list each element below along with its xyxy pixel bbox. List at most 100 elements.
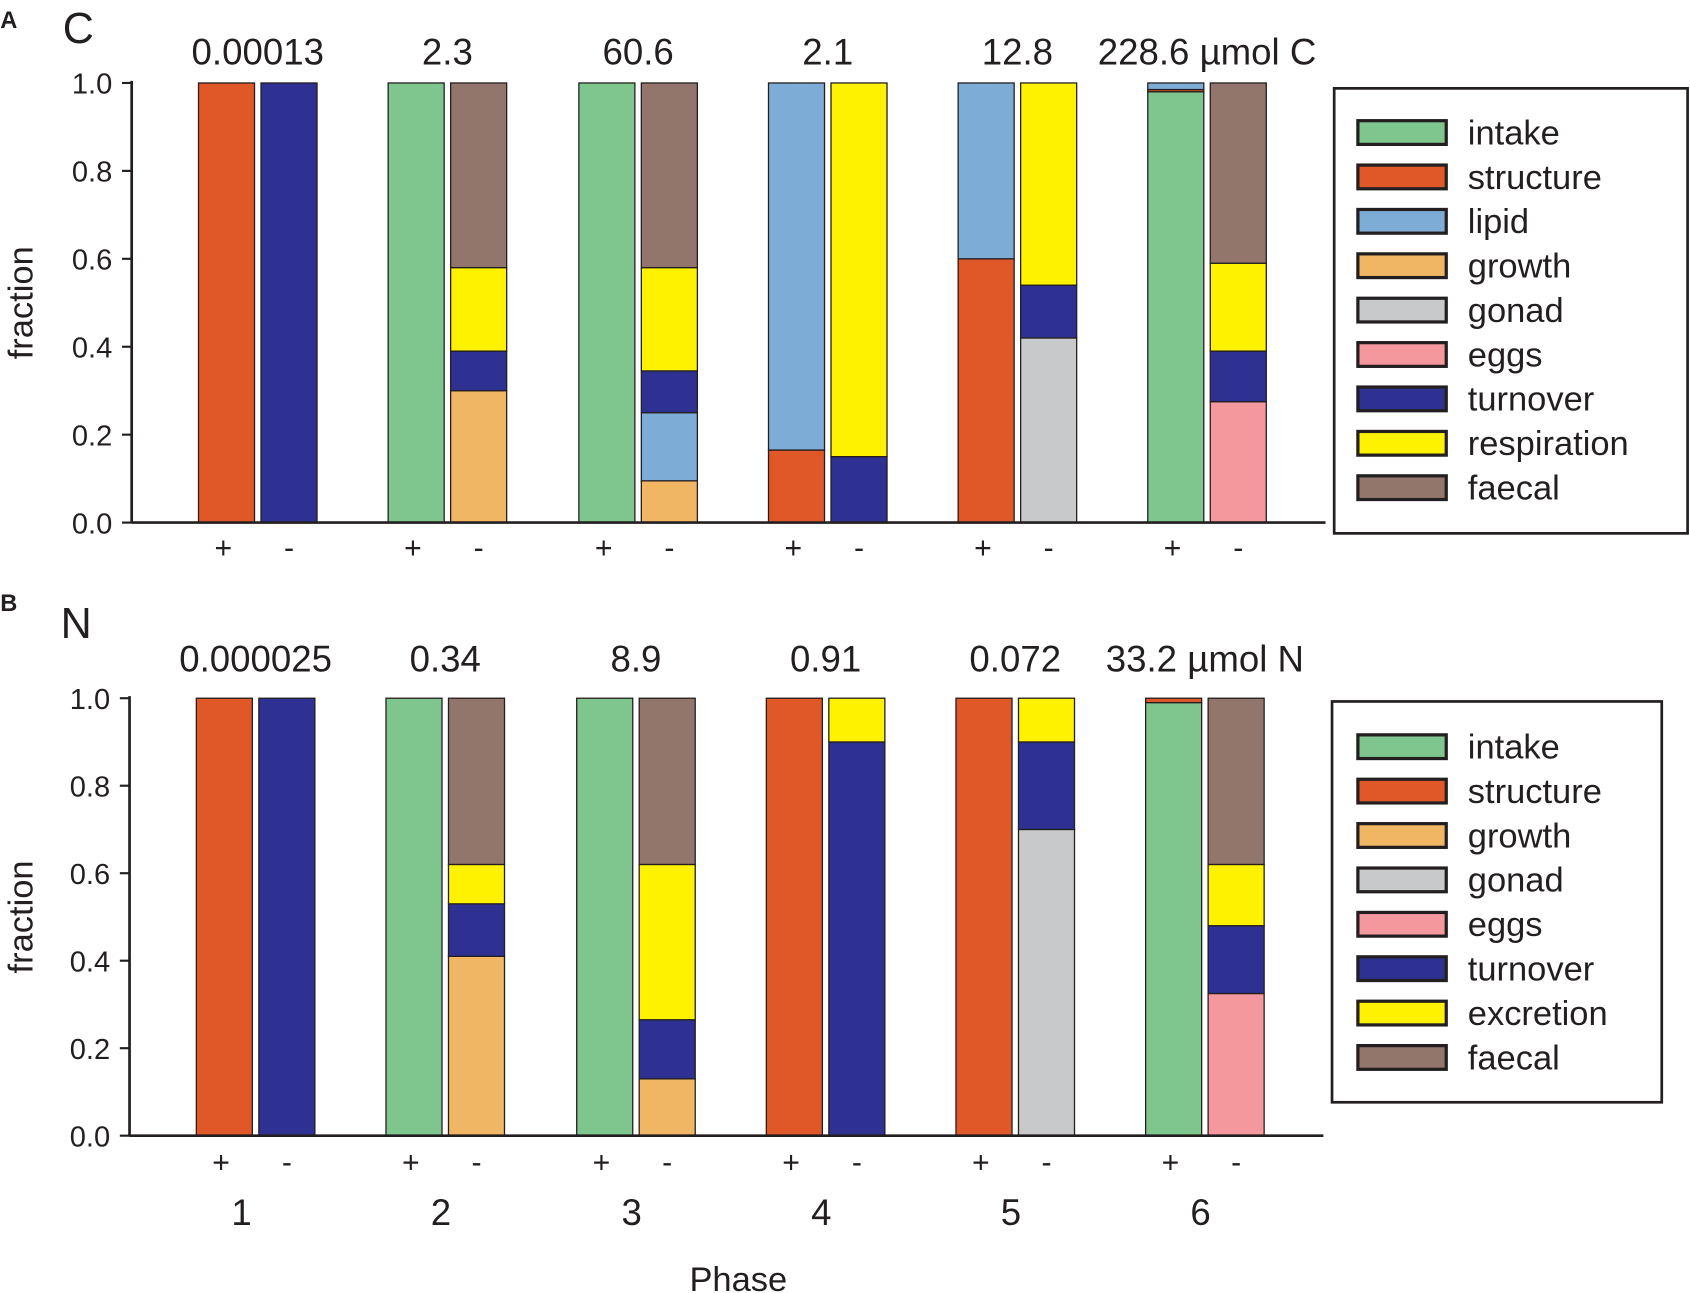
plus-label: + [212, 1146, 230, 1179]
panel-a-carbon: A C fraction 0.0 0.2 0.4 0.6 0.8 1.0 0.00013 + - 2… [0, 5, 1689, 565]
bar-phase-1-plus [197, 82, 256, 524]
phase-labels: 1 2 3 4 5 6 [231, 1192, 1210, 1233]
total-label: 0.91 [790, 638, 861, 679]
legend: intake structure growth gonad eggs turnover ex… [1330, 700, 1664, 1104]
bar-segment-structure [957, 258, 1015, 524]
bar-phase-4-plus [767, 82, 826, 524]
phase-label-4: 4 [811, 1192, 831, 1233]
plus-label: + [1164, 532, 1182, 565]
bar-segment-lipid [1147, 82, 1205, 91]
bar-segment-intake [1144, 701, 1203, 1137]
legend-label: eggs [1468, 336, 1543, 374]
bar-segment-turnover [830, 455, 888, 524]
legend-item-eggs: eggs [1356, 336, 1543, 374]
phase-label-3: 3 [621, 1192, 641, 1233]
bar-segment-turnover [260, 82, 318, 524]
legend-item-structure: structure [1356, 159, 1602, 197]
bar-segment-turnover [258, 697, 316, 1137]
legend-label: structure [1468, 773, 1602, 811]
bar-segment-turnover [828, 741, 886, 1137]
total-label: 0.34 [410, 638, 481, 679]
bar-segment-respiration [830, 82, 888, 458]
minus-label: - [1041, 1146, 1051, 1179]
bar-segment-excretion [828, 697, 886, 743]
legend-label: gonad [1468, 292, 1564, 330]
bar-segment-excretion [638, 863, 696, 1021]
legend-label: faecal [1468, 1039, 1560, 1077]
bar-phase-6-minus [1209, 82, 1267, 524]
bar-segment-intake [576, 697, 634, 1137]
total-label: 8.9 [611, 638, 662, 679]
legend-label: intake [1468, 729, 1560, 767]
total-label: 60.6 [602, 32, 673, 73]
bar-phase-1-plus [195, 697, 254, 1137]
legend-item-eggs: eggs [1356, 906, 1543, 944]
bar-segment-respiration [449, 266, 508, 352]
bar-segment-lipid [957, 82, 1015, 260]
bar-phase-4-minus [830, 82, 888, 524]
legend-label: turnover [1468, 951, 1594, 989]
bar-segment-respiration [1019, 82, 1078, 286]
bar-segment-excretion [1017, 697, 1076, 743]
y-tick-label: 0.2 [72, 420, 112, 452]
bar-phase-2-minus [449, 82, 508, 524]
legend-item-gonad: gonad [1356, 292, 1564, 330]
panel-letter-a: A [0, 8, 17, 34]
total-label: 0.000025 [179, 638, 332, 679]
legend-item-respiration: respiration [1356, 425, 1629, 463]
bar-phase-2-plus [387, 82, 445, 524]
legend-item-growth: growth [1356, 248, 1571, 286]
minus-label: - [854, 532, 864, 565]
legend-swatch [1356, 866, 1448, 894]
bar-phase-1-minus [258, 697, 316, 1137]
bar-segment-intake [1147, 91, 1205, 524]
phase-label-5: 5 [1001, 1192, 1021, 1233]
bar-segment-intake [578, 82, 636, 524]
bar-segment-structure [197, 82, 256, 524]
legend: intake structure lipid growth gonad eggs turno… [1332, 87, 1689, 535]
bar-segment-respiration [1209, 262, 1267, 352]
minus-label: - [662, 1146, 672, 1179]
plus-label: + [593, 1146, 611, 1179]
bar-segment-eggs [1207, 992, 1265, 1137]
bar-segment-intake [385, 697, 443, 1137]
plus-label: + [214, 532, 232, 565]
panel-b-nitrogen: B N fraction 0.0 0.2 0.4 0.6 0.8 1.0 0.000025 + -… [0, 591, 1664, 1179]
bar-segment-faecal [449, 82, 508, 269]
phase-label-6: 6 [1190, 1192, 1210, 1233]
minus-label: - [1044, 532, 1054, 565]
minus-label: - [474, 532, 484, 565]
bar-phase-2-minus [447, 697, 506, 1137]
bar-segment-growth [449, 390, 508, 524]
legend-item-structure: structure [1356, 773, 1602, 811]
legend-label: growth [1468, 248, 1571, 286]
legend-item-intake: intake [1356, 114, 1560, 152]
legend-label: structure [1468, 159, 1602, 197]
legend-box [1330, 700, 1664, 1104]
bar-segment-excretion [1207, 863, 1265, 927]
y-tick-label: 0.8 [70, 771, 110, 803]
minus-label: - [1231, 1146, 1241, 1179]
legend-swatch [1356, 955, 1448, 983]
minus-label: - [1233, 532, 1243, 565]
legend-swatch [1356, 822, 1448, 849]
bar-segment-turnover [1207, 925, 1265, 995]
bar-segment-faecal [447, 697, 506, 866]
bar-segment-excretion [447, 863, 506, 905]
y-tick-label: 0.6 [72, 245, 112, 277]
bar-phase-5-minus [1017, 697, 1076, 1137]
total-label: 33.2 µmol N [1106, 638, 1304, 679]
legend-label: excretion [1468, 995, 1608, 1033]
legend-item-faecal: faecal [1356, 1039, 1560, 1077]
y-tick-label: 1.0 [72, 69, 112, 101]
plus-label: + [1162, 1146, 1180, 1179]
minus-label: - [284, 532, 294, 565]
bar-segment-faecal [638, 697, 696, 866]
total-label: 0.072 [969, 638, 1061, 679]
bar-segment-faecal [1209, 82, 1267, 264]
plus-label: + [784, 532, 802, 565]
plus-label: + [974, 532, 992, 565]
bar-phase-5-minus [1019, 82, 1078, 524]
minus-label: - [282, 1146, 292, 1179]
